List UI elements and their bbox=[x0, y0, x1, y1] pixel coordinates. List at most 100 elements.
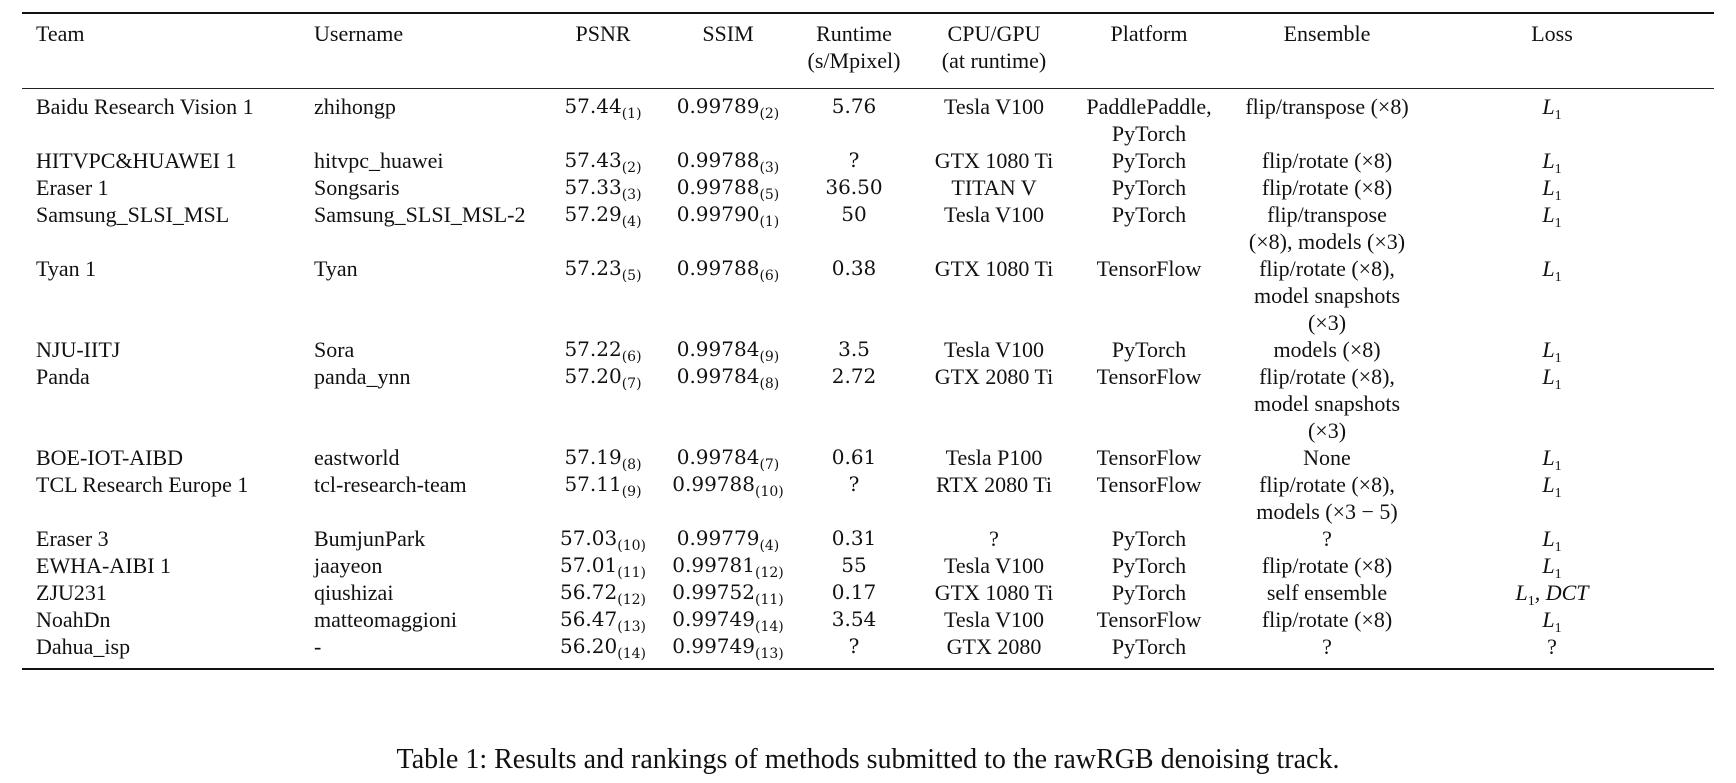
cell-platform: TensorFlow bbox=[1074, 471, 1224, 525]
loss-symbol: L bbox=[1542, 256, 1555, 281]
cell-runtime: 50 bbox=[794, 201, 914, 255]
cell-username: zhihongp bbox=[314, 89, 544, 147]
ssim-rank: (7) bbox=[759, 457, 780, 473]
loss-symbol: L bbox=[1542, 94, 1555, 119]
header-runtime: Runtime (s/Mpixel) bbox=[794, 14, 914, 88]
cell-ssim: 0.99788(5) bbox=[662, 174, 794, 202]
ssim-rank: (9) bbox=[759, 349, 780, 365]
table-row: ZJU231 qiushizai 56.72(12) 0.99752(11) 0.17 G… bbox=[22, 579, 1714, 609]
loss-symbol: L bbox=[1542, 553, 1555, 578]
loss-subscript: 1 bbox=[1554, 459, 1562, 474]
cell-team: NJU-IITJ bbox=[22, 336, 314, 363]
cell-runtime: 3.5 bbox=[794, 336, 914, 363]
username: qiushizai bbox=[314, 580, 394, 605]
psnr-rank: (7) bbox=[621, 376, 642, 392]
username: Sora bbox=[314, 337, 355, 362]
loss-subscript: 1 bbox=[1554, 540, 1562, 555]
username: matteomaggioni bbox=[314, 607, 457, 632]
header-loss: Loss bbox=[1430, 14, 1714, 88]
cell-cpu-gpu: TITAN V bbox=[914, 174, 1074, 201]
team-name: Panda bbox=[36, 364, 90, 389]
ensemble-line: ? bbox=[1322, 634, 1332, 659]
cell-ssim: 0.99779(4) bbox=[662, 525, 794, 553]
runtime-value: 3.54 bbox=[831, 607, 877, 631]
cell-username: eastworld bbox=[314, 444, 544, 471]
cell-ssim: 0.99784(8) bbox=[662, 363, 794, 444]
cell-psnr: 57.23(5) bbox=[544, 255, 662, 336]
platform-line: TensorFlow bbox=[1096, 364, 1202, 389]
loss-subscript: 1 bbox=[1554, 270, 1562, 285]
cell-platform: PyTorch bbox=[1074, 147, 1224, 174]
cell-loss: L1 bbox=[1430, 525, 1714, 555]
ssim-rank: (10) bbox=[754, 484, 784, 500]
cell-username: Samsung_SLSI_MSL-2 bbox=[314, 201, 544, 255]
team-name: TCL Research Europe 1 bbox=[36, 472, 249, 497]
gpu-name: Tesla V100 bbox=[943, 553, 1045, 578]
header-psnr: PSNR bbox=[544, 14, 662, 88]
table-row: HITVPC&HUAWEI 1 hitvpc_huawei 57.43(2) 0.99… bbox=[22, 147, 1714, 177]
ssim-rank: (12) bbox=[754, 565, 784, 581]
header-ssim-line: SSIM bbox=[702, 21, 754, 46]
ssim-value: 0.99779 bbox=[676, 526, 760, 550]
header-cpu-gpu-line: (at runtime) bbox=[941, 48, 1047, 73]
loss-symbol: L bbox=[1542, 445, 1555, 470]
cell-platform: PyTorch bbox=[1074, 174, 1224, 201]
top-rule bbox=[22, 12, 1714, 14]
username: hitvpc_huawei bbox=[314, 148, 444, 173]
team-name: NoahDn bbox=[36, 607, 111, 632]
ssim-value: 0.99788 bbox=[676, 256, 760, 280]
cell-runtime: 3.54 bbox=[794, 606, 914, 633]
psnr-rank: (4) bbox=[621, 214, 642, 230]
cell-cpu-gpu: Tesla V100 bbox=[914, 606, 1074, 633]
ssim-rank: (11) bbox=[754, 592, 784, 608]
username: tcl-research-team bbox=[314, 472, 467, 497]
loss-subscript: 1 bbox=[1554, 621, 1562, 636]
cell-psnr: 57.03(10) bbox=[544, 525, 662, 553]
ensemble-line: flip/rotate (×8) bbox=[1261, 553, 1393, 578]
cell-username: matteomaggioni bbox=[314, 606, 544, 633]
team-name: Eraser 1 bbox=[36, 175, 109, 200]
cell-ensemble: ? bbox=[1224, 633, 1430, 668]
ensemble-line: flip/rotate (×8), bbox=[1259, 472, 1395, 497]
ensemble-line: flip/transpose bbox=[1267, 202, 1387, 227]
ensemble-line: (×3) bbox=[1307, 418, 1347, 443]
cell-loss: L1, DCT bbox=[1430, 579, 1714, 609]
cell-ssim: 0.99790(1) bbox=[662, 201, 794, 255]
ssim-value: 0.99788 bbox=[672, 472, 755, 496]
gpu-name: Tesla V100 bbox=[943, 94, 1045, 119]
username: BumjunPark bbox=[314, 526, 426, 551]
ensemble-line: flip/rotate (×8), bbox=[1259, 364, 1395, 389]
cell-runtime: 0.38 bbox=[794, 255, 914, 336]
runtime-value: 50 bbox=[841, 202, 867, 226]
username: Samsung_SLSI_MSL-2 bbox=[314, 202, 526, 227]
cell-cpu-gpu: Tesla P100 bbox=[914, 444, 1074, 471]
ensemble-line: models (×3 − 5) bbox=[1256, 499, 1398, 524]
cell-runtime: ? bbox=[794, 147, 914, 174]
cell-runtime: 55 bbox=[794, 552, 914, 579]
header-username-line: Username bbox=[314, 21, 404, 46]
table-row: Tyan 1 Tyan 57.23(5) 0.99788(6) 0.38 GTX 1080… bbox=[22, 255, 1714, 336]
cell-platform: PyTorch bbox=[1074, 633, 1224, 668]
psnr-rank: (8) bbox=[621, 457, 642, 473]
ensemble-line: model snapshots bbox=[1253, 391, 1401, 416]
cell-team: Baidu Research Vision 1 bbox=[22, 89, 314, 147]
cell-ensemble: flip/transpose (×8) bbox=[1224, 89, 1430, 147]
cell-username: Songsaris bbox=[314, 174, 544, 201]
table-row: Panda panda_ynn 57.20(7) 0.99784(8) 2.72 GTX … bbox=[22, 363, 1714, 444]
loss-subscript: 1 bbox=[1554, 216, 1562, 231]
cell-username: qiushizai bbox=[314, 579, 544, 606]
cell-username: jaayeon bbox=[314, 552, 544, 579]
header-runtime-line: (s/Mpixel) bbox=[807, 48, 901, 73]
table-row: NJU-IITJ Sora 57.22(6) 0.99784(9) 3.5 Tesla V… bbox=[22, 336, 1714, 366]
platform-line: PyTorch bbox=[1111, 121, 1187, 146]
table-row: NoahDn matteomaggioni 56.47(13) 0.99749(14)… bbox=[22, 606, 1714, 636]
cell-platform: PyTorch bbox=[1074, 201, 1224, 255]
header-team-line: Team bbox=[36, 21, 85, 46]
cell-psnr: 57.20(7) bbox=[544, 363, 662, 444]
username: Tyan bbox=[314, 256, 358, 281]
cell-loss: L1 bbox=[1430, 255, 1714, 336]
cell-cpu-gpu: RTX 2080 Ti bbox=[914, 471, 1074, 525]
cell-runtime: ? bbox=[794, 633, 914, 668]
cell-runtime: 2.72 bbox=[794, 363, 914, 444]
table-row: Eraser 1 Songsaris 57.33(3) 0.99788(5) 36.50… bbox=[22, 174, 1714, 204]
